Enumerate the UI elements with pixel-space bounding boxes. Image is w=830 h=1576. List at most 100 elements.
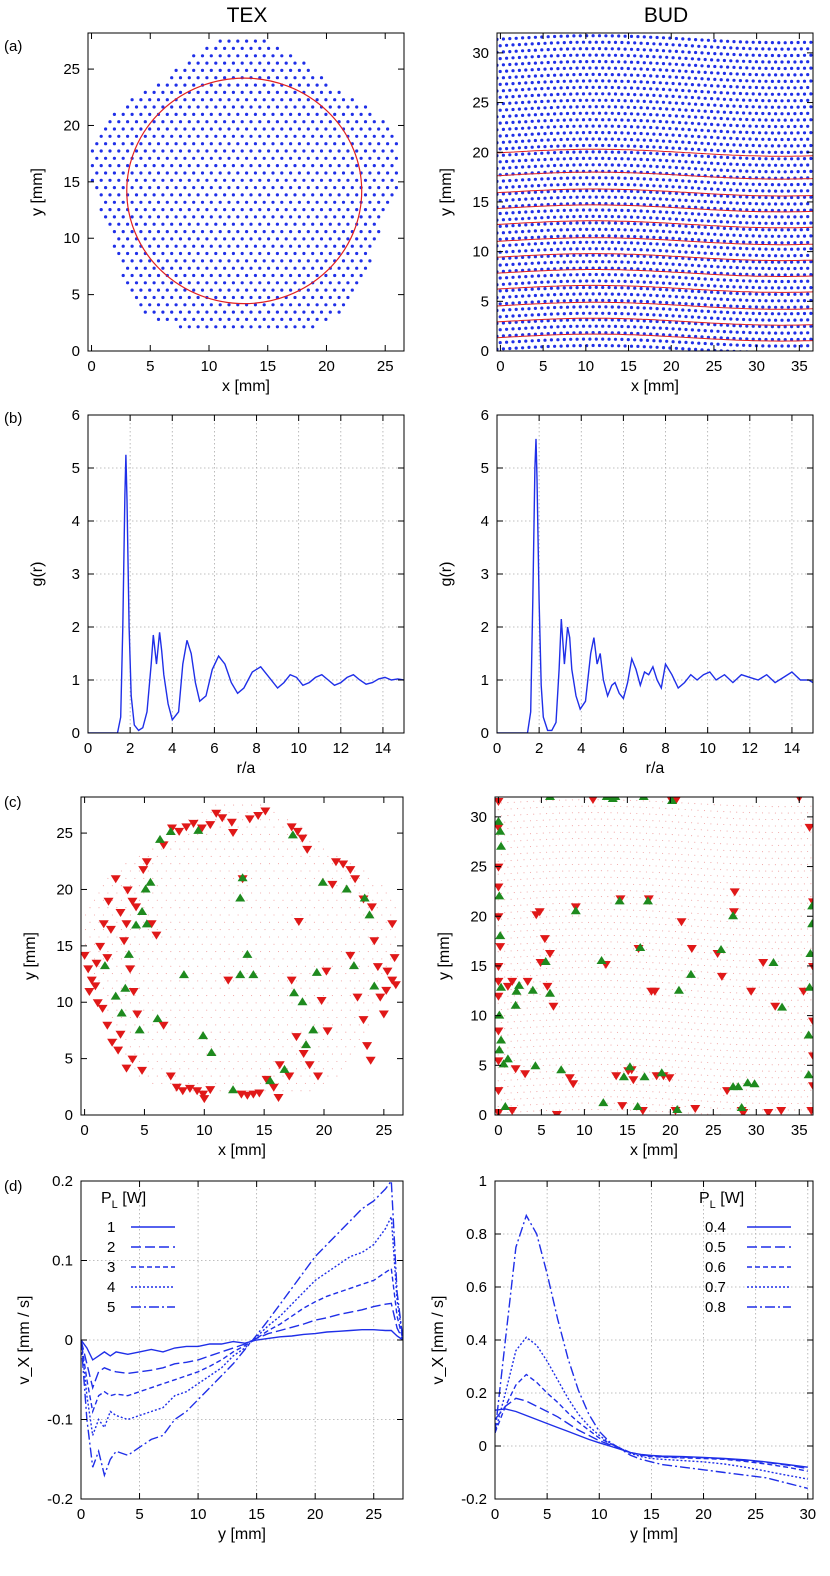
- lattice-site: [147, 870, 149, 872]
- particle: [517, 314, 522, 318]
- particle: [578, 176, 582, 180]
- particle: [700, 167, 704, 171]
- particle: [311, 295, 315, 300]
- particle: [661, 307, 666, 311]
- lattice-site: [273, 1060, 275, 1063]
- particle: [770, 157, 775, 161]
- particle: [742, 72, 746, 76]
- particle: [639, 299, 643, 303]
- particle: [214, 120, 218, 124]
- particle: [112, 244, 116, 248]
- particle: [786, 73, 791, 77]
- particle: [524, 339, 528, 343]
- lattice-site: [313, 921, 315, 923]
- particle: [636, 254, 640, 258]
- particle: [661, 165, 666, 169]
- particle: [346, 251, 350, 256]
- particle: [700, 154, 704, 158]
- particle: [581, 273, 586, 277]
- particle: [655, 242, 659, 246]
- particle: [275, 76, 279, 80]
- particle: [527, 74, 531, 78]
- particle: [565, 99, 570, 103]
- particle: [607, 79, 611, 83]
- lattice-site: [340, 965, 342, 967]
- lattice-site: [313, 907, 315, 909]
- particle: [639, 338, 643, 342]
- particle: [236, 98, 240, 102]
- lattice-site: [197, 1024, 199, 1026]
- particle: [223, 76, 227, 80]
- lattice-site: [363, 885, 365, 887]
- particle: [629, 344, 634, 348]
- lattice-site: [282, 870, 284, 872]
- particle: [267, 61, 271, 65]
- lattice-site: [107, 995, 109, 997]
- particle: [674, 217, 679, 221]
- particle: [700, 128, 704, 132]
- particle: [786, 241, 791, 245]
- particle: [786, 305, 791, 309]
- particle: [556, 41, 560, 45]
- lattice-site: [282, 899, 284, 901]
- particle: [793, 112, 797, 116]
- particle: [809, 105, 813, 109]
- particle: [748, 111, 752, 115]
- x-axis-label: x [mm]: [631, 378, 679, 395]
- particle: [559, 189, 563, 193]
- particle: [240, 193, 244, 197]
- particle: [530, 300, 534, 304]
- particle: [505, 250, 509, 254]
- particle: [786, 267, 791, 271]
- particle: [524, 300, 528, 304]
- particle: [796, 66, 800, 70]
- lattice-site: [372, 899, 374, 901]
- particle: [253, 68, 257, 72]
- lattice-site: [394, 951, 396, 953]
- particle: [639, 235, 643, 239]
- particle: [533, 332, 538, 336]
- particle: [126, 222, 130, 226]
- particle: [668, 268, 672, 273]
- lattice-site: [179, 863, 181, 865]
- particle: [537, 274, 541, 278]
- particle: [187, 164, 191, 168]
- particle: [275, 164, 279, 168]
- particle: [245, 127, 249, 131]
- particle: [786, 202, 791, 206]
- particle: [671, 107, 675, 111]
- lattice-site: [237, 870, 239, 872]
- particle: [530, 119, 534, 123]
- lattice-site: [170, 907, 172, 909]
- particle: [626, 273, 630, 277]
- particle: [514, 165, 518, 169]
- particle: [585, 98, 589, 102]
- particle: [697, 109, 701, 113]
- analysis-line: [497, 204, 813, 213]
- lattice-site: [260, 863, 262, 865]
- lattice-site: [385, 892, 387, 894]
- defect-marker-red: [146, 920, 157, 929]
- particle: [537, 338, 541, 343]
- particle: [275, 281, 279, 285]
- defect-marker-red: [83, 965, 94, 974]
- particle: [661, 74, 666, 79]
- particle: [553, 280, 557, 284]
- lattice-site: [183, 1075, 185, 1077]
- particle: [642, 35, 646, 39]
- particle: [668, 114, 672, 118]
- lattice-site: [107, 951, 109, 953]
- particle: [767, 266, 771, 271]
- particle: [806, 292, 810, 296]
- particle: [341, 244, 346, 248]
- particle: [716, 200, 720, 204]
- particle: [99, 208, 103, 212]
- particle: [537, 235, 541, 239]
- lattice-site: [188, 951, 190, 953]
- lattice-site: [174, 914, 176, 916]
- lattice-site: [174, 943, 176, 945]
- particle: [735, 266, 739, 270]
- particle: [253, 156, 257, 160]
- particle: [249, 310, 253, 314]
- particle: [767, 124, 771, 129]
